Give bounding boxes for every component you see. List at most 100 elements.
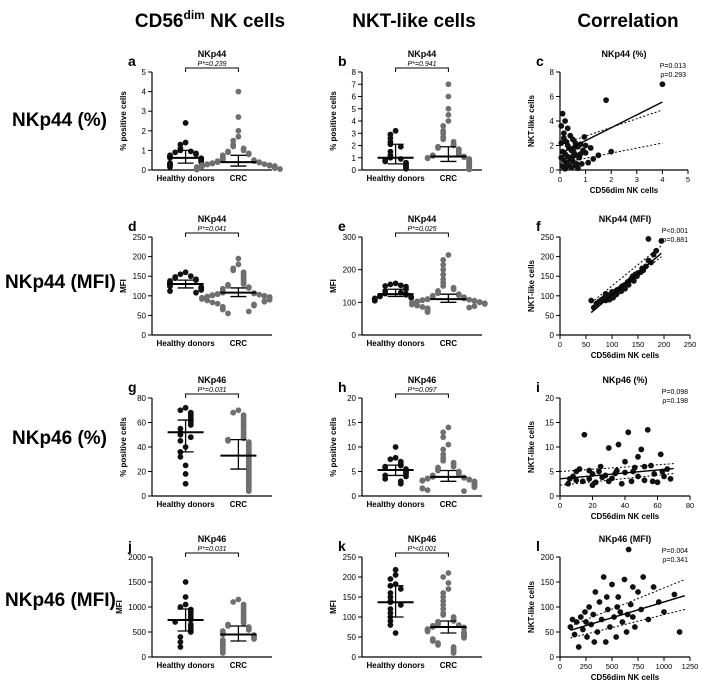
data-point: [466, 476, 473, 483]
panel-letter-g: g: [128, 379, 137, 395]
data-point: [583, 619, 589, 625]
x-tick-label: 0: [558, 340, 562, 349]
data-point: [435, 145, 441, 151]
data-point: [578, 160, 585, 167]
data-point: [440, 261, 447, 268]
x-axis-label-c: CD56dim NK cells: [590, 186, 659, 195]
data-point: [387, 590, 394, 596]
data-point: [230, 267, 237, 274]
data-point: [392, 572, 399, 578]
category-label: Healthy donors: [156, 339, 215, 348]
y-tick-label: 50: [137, 311, 146, 320]
y-tick-label: 300: [343, 233, 357, 242]
data-point: [187, 434, 194, 441]
row-label-nkp44-percent: NKp44 (%): [12, 110, 107, 131]
data-point: [440, 266, 447, 273]
data-point: [466, 166, 473, 173]
data-point: [622, 285, 628, 292]
data-point: [573, 619, 580, 625]
p-value-l: P=0.004: [662, 548, 688, 555]
y-tick-label: 4: [550, 117, 555, 126]
data-point: [445, 570, 452, 576]
data-point: [172, 275, 179, 282]
data-point: [440, 590, 447, 596]
data-point: [429, 293, 436, 300]
data-point: [445, 580, 452, 586]
data-point: [590, 156, 597, 162]
data-point: [568, 164, 575, 171]
y-tick-label: 0: [142, 166, 147, 175]
data-point: [560, 135, 567, 142]
y-tick-label: 200: [343, 266, 357, 275]
data-point: [182, 601, 189, 608]
data-point: [182, 404, 189, 411]
y-tick-label: 0: [550, 492, 555, 501]
panel-letter-l: l: [536, 538, 540, 554]
y-tick-label: 80: [137, 394, 146, 403]
data-point: [649, 478, 656, 485]
confidence-band-upper: [559, 463, 674, 472]
rho-value-c: ρ=0.293: [660, 72, 686, 79]
data-point: [240, 281, 247, 287]
data-point: [471, 484, 478, 491]
data-point: [177, 453, 184, 460]
data-point: [450, 650, 457, 656]
data-point: [571, 631, 578, 638]
y-tick-label: 5: [352, 105, 357, 114]
data-point: [193, 151, 199, 158]
x-tick-label: 2: [609, 175, 613, 184]
data-point: [596, 599, 603, 605]
data-point: [240, 435, 247, 442]
data-point: [605, 478, 612, 485]
data-point: [445, 111, 452, 118]
data-point: [177, 271, 184, 278]
data-point: [187, 422, 194, 428]
data-point: [638, 446, 645, 453]
panel-e: e NKp44 0 100 200 300 MFI P*=0.025 Healthy donor…: [329, 214, 488, 348]
data-point: [419, 304, 426, 310]
y-axis-label-l: NKT-like cells: [527, 580, 536, 633]
y-tick-label: 40: [137, 443, 146, 452]
y-tick-label: 10: [347, 443, 356, 452]
data-point: [230, 599, 237, 605]
y-tick-label: 1000: [128, 603, 146, 612]
y-tick-label: 3: [142, 107, 147, 116]
data-point: [461, 634, 467, 641]
data-point: [617, 609, 624, 615]
data-point: [245, 308, 252, 315]
data-point: [403, 165, 409, 172]
y-tick-label: 4: [352, 117, 357, 126]
data-point: [466, 304, 473, 311]
data-point: [182, 269, 189, 276]
regression-line: [559, 467, 674, 480]
category-label: CRC: [440, 174, 458, 183]
data-point: [661, 473, 667, 480]
category-label: Healthy donors: [366, 500, 425, 509]
data-point: [658, 238, 665, 244]
data-point: [564, 142, 571, 149]
data-point: [654, 479, 661, 486]
data-point: [640, 574, 647, 580]
data-point: [440, 136, 447, 143]
category-label: Healthy donors: [156, 661, 215, 670]
y-tick-label: 200: [541, 553, 555, 562]
data-point: [563, 164, 570, 170]
y-tick-label: 0: [550, 166, 555, 175]
data-point: [450, 286, 457, 293]
y-tick-label: 250: [541, 233, 555, 242]
p-value-i: P=0.098: [662, 389, 688, 396]
data-point: [445, 118, 452, 124]
data-point: [440, 283, 447, 289]
data-point: [603, 97, 609, 104]
y-axis-label-k: MFI: [329, 600, 338, 614]
data-point: [167, 288, 173, 294]
data-point: [657, 451, 664, 458]
y-tick-label: 50: [545, 311, 554, 320]
data-point: [408, 294, 415, 301]
data-point: [187, 148, 194, 155]
data-point: [614, 604, 621, 610]
x-tick-label: 150: [632, 340, 645, 349]
panel-title-k: NKp46: [408, 534, 437, 544]
row-label-nkp44-mfi: NKp44 (MFI): [5, 272, 116, 293]
